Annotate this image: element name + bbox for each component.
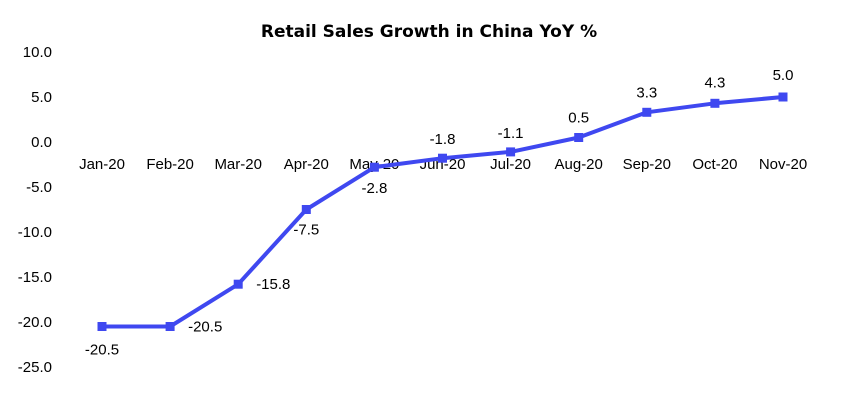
data-point-marker xyxy=(165,322,175,331)
y-tick-label: -15.0 xyxy=(18,269,52,286)
x-tick-label: Jul-20 xyxy=(490,156,531,173)
data-label: -20.5 xyxy=(188,319,222,336)
y-tick-label: -5.0 xyxy=(26,179,52,196)
y-tick-label: 10.0 xyxy=(23,44,52,61)
data-label: -1.8 xyxy=(430,131,456,148)
x-tick-label: Feb-20 xyxy=(146,156,194,173)
x-tick-label: Apr-20 xyxy=(284,156,329,173)
x-tick-label: Aug-20 xyxy=(555,156,603,173)
y-tick-label: -20.0 xyxy=(18,314,52,331)
x-tick-label: Jan-20 xyxy=(79,156,125,173)
data-label: 4.3 xyxy=(704,74,725,91)
data-point-marker xyxy=(97,322,107,331)
y-tick-label: -10.0 xyxy=(18,224,52,241)
data-label: -15.8 xyxy=(256,276,290,293)
data-point-marker xyxy=(438,153,447,163)
data-point-marker xyxy=(506,147,516,157)
data-label: -2.8 xyxy=(361,180,387,197)
data-point-marker xyxy=(233,279,243,289)
x-tick-label: Nov-20 xyxy=(759,156,807,173)
data-point-marker xyxy=(642,107,652,117)
data-label: -7.5 xyxy=(293,222,319,239)
data-point-marker xyxy=(778,92,788,102)
data-point-marker xyxy=(710,98,720,108)
data-point-marker xyxy=(574,133,584,142)
y-tick-label: 0.0 xyxy=(31,134,52,151)
data-label: -20.5 xyxy=(85,342,119,359)
data-label: 5.0 xyxy=(773,67,794,84)
data-point-marker xyxy=(369,162,379,172)
y-tick-label: 5.0 xyxy=(31,89,52,106)
data-point-marker xyxy=(301,205,311,214)
x-tick-label: Oct-20 xyxy=(692,156,737,173)
chart-title: Retail Sales Growth in China YoY % xyxy=(260,22,598,42)
data-label: -1.1 xyxy=(498,125,524,142)
data-label: 0.5 xyxy=(568,110,589,127)
y-tick-label: -25.0 xyxy=(18,359,52,376)
x-tick-label: Mar-20 xyxy=(214,156,262,173)
data-label: 3.3 xyxy=(636,84,657,101)
x-tick-label: Sep-20 xyxy=(623,156,671,173)
